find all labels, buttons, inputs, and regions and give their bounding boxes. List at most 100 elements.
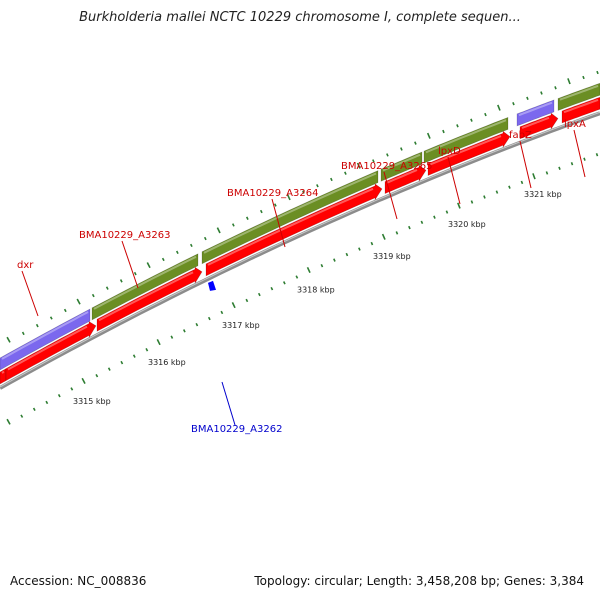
top-tick	[49, 316, 53, 320]
bottom-tick	[545, 171, 549, 175]
top-tick	[189, 243, 193, 248]
top-tick	[21, 331, 25, 336]
top-tick	[372, 159, 375, 163]
cds-a3264-shine	[207, 187, 374, 266]
top-tick	[526, 96, 529, 100]
cds-a3263-shine	[98, 271, 194, 322]
label-leader	[121, 240, 139, 289]
top-tick	[456, 124, 459, 128]
gene-label: lpxD	[438, 146, 461, 157]
top-tick	[175, 250, 179, 255]
scale-label: 3320 kbp	[448, 220, 486, 229]
cds-fabz	[519, 112, 559, 140]
bottom-tick	[95, 374, 99, 378]
top-tick	[567, 78, 571, 85]
trna-fabz	[516, 99, 555, 127]
top-tick	[400, 147, 403, 151]
cds-edge	[0, 368, 7, 385]
bottom-tick	[220, 310, 224, 315]
bottom-tick	[207, 316, 211, 321]
cds-a3265-shine	[386, 169, 418, 184]
top-tick	[426, 132, 431, 139]
top-tick	[484, 112, 487, 117]
top-tick	[203, 236, 207, 241]
scale-label: 3315 kbp	[73, 397, 111, 406]
gene-label: BMA10229_A3265	[341, 161, 432, 172]
gene-lpxd-shine	[425, 119, 507, 154]
top-tick-track	[6, 70, 599, 343]
cds-lpxa-shine	[563, 98, 599, 114]
bottom-tick	[345, 252, 349, 257]
bottom-tick	[81, 377, 86, 384]
top-tick	[105, 286, 109, 290]
cds-fabz-shine	[521, 116, 550, 129]
bottom-tick	[156, 339, 161, 346]
gene-a3265	[380, 151, 423, 182]
top-tick	[6, 336, 11, 343]
accession-text: Accession: NC_008836	[10, 574, 147, 588]
bottom-tick	[483, 195, 486, 199]
top-tick	[582, 75, 585, 80]
cds-dxr	[5, 320, 97, 382]
trna-dxr-shine	[1, 311, 89, 360]
bottom-tick-track	[6, 153, 599, 425]
bottom-tick	[182, 329, 186, 333]
top-tick	[76, 298, 81, 305]
backbone-line	[0, 111, 600, 390]
bottom-tick	[6, 418, 11, 425]
bottom-tick	[408, 225, 411, 230]
bottom-tick	[170, 335, 174, 339]
top-tick	[216, 227, 221, 234]
bottom-tick	[532, 173, 536, 180]
gene-track	[0, 82, 600, 371]
gene-label: BMA10229_A3262	[191, 424, 282, 435]
top-tick	[146, 262, 151, 269]
top-tick	[119, 279, 123, 283]
gene-a3263-shine	[93, 255, 197, 310]
bottom-tick	[120, 360, 124, 365]
label-leader	[573, 129, 586, 178]
bottom-tick	[333, 258, 336, 262]
label-leader	[21, 270, 39, 317]
gene-a3265-shine	[382, 153, 421, 172]
top-tick	[344, 171, 347, 175]
bottom-tick	[570, 162, 574, 166]
bottom-tick	[107, 367, 111, 371]
trna-fabz-shine	[518, 101, 553, 117]
bottom-tick	[520, 180, 524, 185]
bottom-tick	[595, 153, 599, 157]
scale-label: 3319 kbp	[373, 252, 411, 261]
trna-dxr	[0, 308, 91, 371]
top-tick	[259, 209, 263, 214]
gene-a3264	[201, 170, 379, 265]
topology-summary: Topology: circular; Length: 3,458,208 bp…	[254, 574, 584, 588]
bottom-tick	[57, 394, 61, 398]
top-tick	[273, 203, 277, 207]
bottom-tick	[395, 231, 399, 235]
bottom-tick	[470, 200, 474, 204]
label-leader	[271, 198, 286, 248]
feature-marker-a3262	[208, 280, 216, 291]
gene-a3263	[91, 253, 199, 321]
top-tick	[414, 141, 417, 145]
gene-lpxa-shine	[559, 84, 599, 101]
bottom-tick	[558, 166, 561, 170]
bottom-tick	[231, 302, 236, 309]
top-tick	[161, 257, 165, 262]
bottom-tick	[420, 220, 424, 225]
map-title: Burkholderia mallei NCTC 10229 chromosom…	[79, 10, 521, 25]
scale-labels: 3315 kbp 3316 kbp 3317 kbp 3318 kbp 3319 kbp…	[73, 190, 562, 406]
cds-track	[0, 96, 600, 385]
top-tick	[63, 308, 67, 313]
bottom-tick	[320, 263, 324, 268]
bottom-tick	[445, 210, 449, 214]
top-tick	[512, 102, 515, 106]
bottom-tick	[132, 354, 136, 358]
bottom-tick	[282, 281, 286, 285]
top-tick	[231, 223, 235, 227]
label-leader	[519, 140, 532, 189]
top-tick	[442, 129, 445, 134]
cds-lpxd-shine	[429, 135, 502, 166]
gene-labels: dxr BMA10229_A3263 BMA10229_A3264 BMA10229_…	[17, 119, 586, 435]
